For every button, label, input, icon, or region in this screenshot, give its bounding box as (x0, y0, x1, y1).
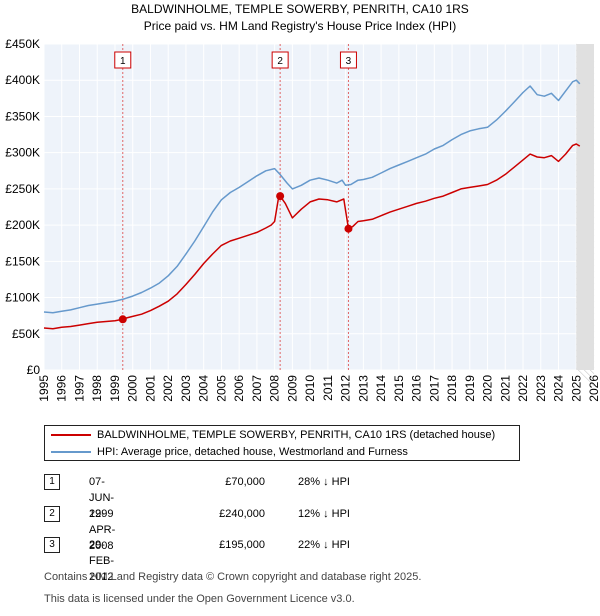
legend: BALDWINHOLME, TEMPLE SOWERBY, PENRITH, C… (44, 425, 520, 461)
x-tick-label: 2014 (374, 375, 388, 402)
x-tick-label: 2003 (179, 375, 193, 402)
x-tick-label: 2006 (232, 375, 246, 402)
chart-title-line2: Price paid vs. HM Land Registry's House … (144, 19, 456, 33)
footer-line-2: This data is licensed under the Open Gov… (44, 593, 355, 605)
x-tick-label: 2017 (427, 375, 441, 402)
x-tick-label: 2005 (214, 375, 228, 402)
chart: BALDWINHOLME, TEMPLE SOWERBY, PENRITH, C… (5, 2, 600, 402)
x-tick-label: 2001 (143, 375, 157, 402)
footer: Contains HM Land Registry data © Crown c… (44, 561, 421, 616)
sale-label-box (271, 51, 289, 69)
x-tick-label: 2023 (534, 375, 548, 402)
legend-item-hpi: HPI: Average price, detached house, West… (51, 444, 408, 460)
x-tick-label: 1998 (90, 375, 104, 402)
sale-label-text: 1 (120, 56, 126, 67)
x-axis: 1995 1996 1997 1998 1999 2000 2001 2002 2003 2004… (37, 375, 600, 402)
sale-label-text: 2 (277, 56, 283, 67)
x-tick-label: 2021 (498, 375, 512, 402)
y-tick-label: £250K (5, 182, 40, 196)
x-tick-label: 1997 (72, 375, 86, 402)
sale-point (276, 192, 285, 201)
sale-point (344, 224, 353, 233)
transaction-number: 2 (44, 506, 60, 522)
sale-points (118, 192, 353, 324)
y-tick-label: £100K (5, 291, 40, 305)
y-tick-label: £300K (5, 146, 40, 160)
y-tick-label: £50K (12, 327, 40, 341)
x-tick-label: 2016 (410, 375, 424, 402)
transaction-date: 07-JUN-1999 (89, 476, 115, 520)
grid (43, 43, 595, 386)
legend-label-property: BALDWINHOLME, TEMPLE SOWERBY, PENRITH, C… (97, 429, 496, 441)
y-tick-label: £0 (27, 363, 41, 377)
sale-label-text: 3 (346, 56, 352, 67)
x-tick-label: 2020 (481, 375, 495, 402)
sale-label-box (114, 51, 132, 69)
y-tick-label: £450K (5, 37, 40, 51)
sale-label-box (339, 51, 357, 69)
sale-point (118, 315, 127, 324)
y-tick-label: £200K (5, 218, 40, 232)
x-tick-label: 1996 (55, 375, 69, 402)
x-tick-label: 1995 (37, 375, 51, 402)
x-tick-label: 1999 (108, 375, 122, 402)
transaction-number: 3 (44, 537, 60, 553)
sale-labels: 1 2 3 (114, 51, 357, 69)
property-line (43, 143, 581, 330)
x-tick-label: 2011 (321, 375, 335, 401)
x-tick-label: 2012 (339, 375, 353, 402)
plot-area (44, 44, 594, 370)
transaction-hpi-diff: 22% ↓ HPI (298, 539, 350, 551)
x-tick-label: 2018 (445, 375, 459, 402)
x-tick-label: 2019 (463, 375, 477, 402)
forecast-band (576, 44, 594, 370)
transaction-number: 1 (44, 474, 60, 490)
x-tick-label: 2025 (569, 375, 583, 402)
y-tick-label: £400K (5, 73, 40, 87)
x-tick-label: 2000 (126, 375, 140, 402)
x-tick-label: 2010 (303, 375, 317, 402)
x-tick-label: 2015 (392, 375, 406, 402)
x-tick-label: 2024 (552, 375, 566, 402)
transaction-hpi-diff: 12% ↓ HPI (298, 508, 350, 520)
x-tick-label: 2007 (250, 375, 264, 402)
transaction-price: £240,000 (219, 508, 265, 520)
x-tick-label: 2022 (516, 375, 530, 402)
hpi-line (43, 79, 581, 314)
legend-swatch-property (51, 434, 91, 437)
forecast-hatch (576, 367, 595, 386)
transaction-price: £70,000 (225, 476, 265, 488)
y-tick-label: £350K (5, 109, 40, 123)
series-lines (43, 79, 581, 330)
x-tick-label: 2009 (285, 375, 299, 402)
transaction-price: £195,000 (219, 539, 265, 551)
y-tick-label: £150K (5, 254, 40, 268)
chart-title-line1: BALDWINHOLME, TEMPLE SOWERBY, PENRITH, C… (131, 2, 469, 16)
legend-label-hpi: HPI: Average price, detached house, West… (97, 446, 408, 458)
legend-item-property: BALDWINHOLME, TEMPLE SOWERBY, PENRITH, C… (51, 427, 495, 443)
x-tick-label: 2008 (268, 375, 282, 402)
footer-line-1: Contains HM Land Registry data © Crown c… (44, 571, 422, 583)
x-tick-label: 2013 (356, 375, 370, 402)
transaction-hpi-diff: 28% ↓ HPI (298, 476, 350, 488)
x-tick-label: 2004 (197, 375, 211, 402)
y-axis: £0 £50K £100K £150K £200K £250K £300K £350K £400… (5, 37, 40, 377)
x-tick-label: 2026 (587, 375, 600, 402)
x-tick-label: 2002 (161, 375, 175, 402)
transaction-date: 29-FEB-2012 (89, 539, 115, 583)
transaction-date: 22-APR-2008 (89, 508, 116, 552)
legend-swatch-hpi (51, 451, 91, 454)
